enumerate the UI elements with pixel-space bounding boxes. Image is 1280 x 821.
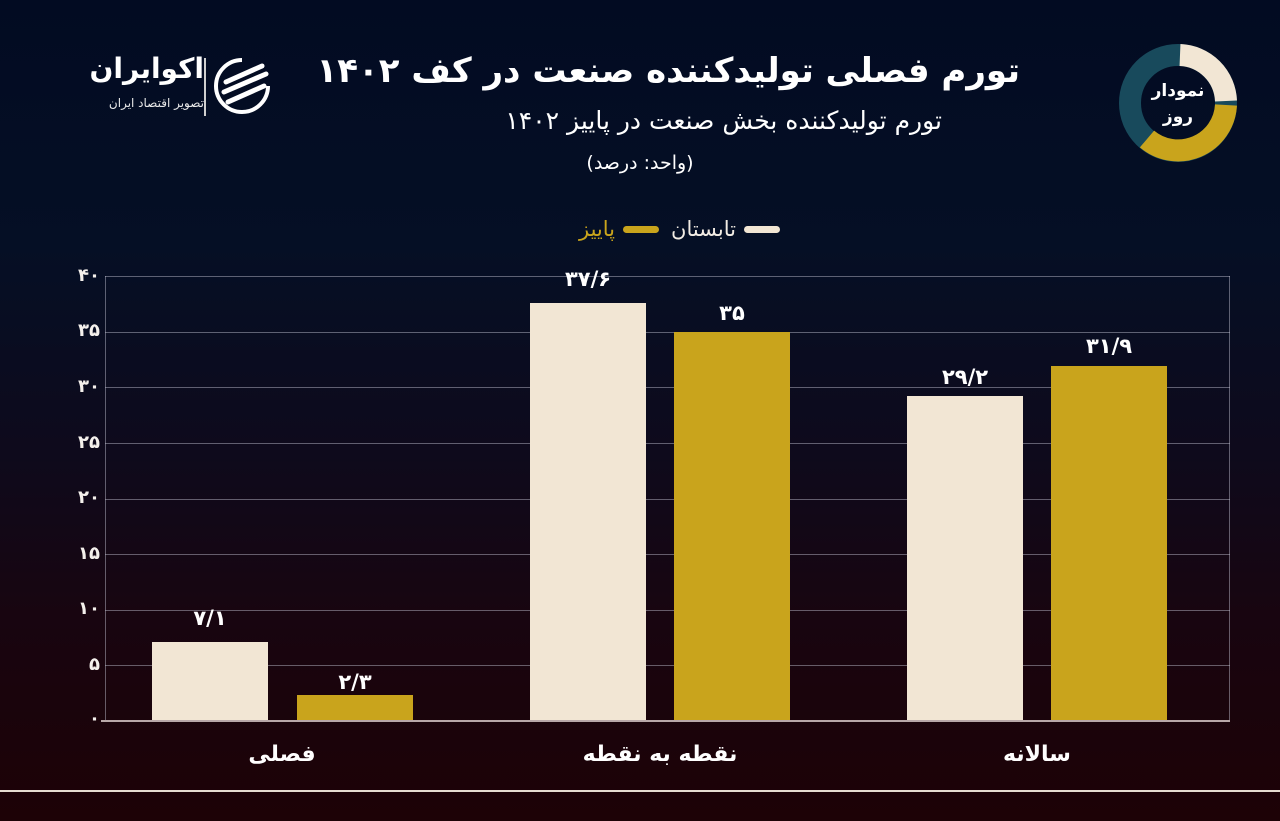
plot-area bbox=[101, 276, 1230, 722]
legend: تابستان پاییز bbox=[530, 214, 780, 244]
value-label: ۳۵ bbox=[719, 301, 745, 325]
badge-line2: روز bbox=[1162, 107, 1194, 127]
gridline bbox=[105, 331, 1230, 333]
bar-autumn-point-to-point bbox=[674, 331, 790, 721]
gridline bbox=[105, 665, 1230, 667]
gridline bbox=[105, 276, 1230, 277]
unit-label: (واحد: درصد) bbox=[586, 152, 694, 174]
right-border-line bbox=[1229, 276, 1230, 721]
y-tick: ۴۰ bbox=[78, 265, 100, 286]
gridline bbox=[105, 609, 1230, 611]
y-tick: ۱۰ bbox=[78, 598, 100, 619]
logo-divider bbox=[204, 58, 206, 116]
bar-summer-seasonal bbox=[152, 642, 268, 721]
y-tick: ۲۵ bbox=[78, 432, 100, 453]
badge-line1: نمودار bbox=[1151, 81, 1205, 101]
brand-logo: اکوایران تصویر اقتصاد ایران bbox=[52, 52, 282, 122]
value-label: ۲/۳ bbox=[338, 670, 372, 694]
footer-divider bbox=[0, 790, 1280, 792]
donut-badge-icon bbox=[1119, 44, 1237, 162]
category-label: نقطه به نقطه bbox=[582, 742, 738, 767]
gridline bbox=[105, 498, 1230, 500]
gridline bbox=[105, 387, 1230, 389]
y-tick: ۰ bbox=[89, 708, 100, 729]
brand-tagline: تصویر اقتصاد ایران bbox=[108, 96, 204, 110]
brand-name: اکوایران bbox=[89, 52, 204, 85]
value-label: ۳۱/۹ bbox=[1085, 334, 1133, 358]
legend-item-autumn: پاییز bbox=[579, 217, 660, 241]
value-label: ۷/۱ bbox=[193, 606, 227, 630]
y-tick: ۱۵ bbox=[78, 543, 100, 564]
y-axis-line bbox=[105, 276, 106, 721]
y-tick: ۳۵ bbox=[78, 320, 100, 341]
legend-swatch-autumn bbox=[623, 225, 660, 233]
bar-autumn-annual bbox=[1051, 366, 1167, 721]
ecoiran-logo-icon bbox=[214, 58, 270, 114]
legend-label-autumn: پاییز bbox=[579, 217, 616, 241]
category-label: سالانه bbox=[1003, 742, 1071, 767]
y-tick: ۵ bbox=[89, 654, 100, 675]
gridline bbox=[105, 442, 1230, 444]
bar-summer-point-to-point bbox=[530, 302, 646, 721]
value-label: ۳۷/۶ bbox=[564, 267, 612, 291]
y-tick: ۳۰ bbox=[78, 376, 100, 397]
category-label: فصلی bbox=[248, 742, 316, 767]
legend-swatch-summer bbox=[744, 225, 780, 233]
legend-item-summer: تابستان bbox=[671, 217, 780, 241]
chart-of-day-badge: نمودار روز bbox=[1117, 42, 1239, 164]
legend-label-summer: تابستان bbox=[671, 217, 736, 241]
y-tick: ۲۰ bbox=[78, 487, 100, 508]
bar-autumn-seasonal bbox=[297, 695, 413, 721]
x-axis-baseline bbox=[101, 720, 1230, 722]
chart-title: تورم فصلی تولیدکننده صنعت در کف ۱۴۰۲ bbox=[316, 51, 1020, 91]
chart-subtitle: تورم تولیدکننده بخش صنعت در پاییز ۱۴۰۲ bbox=[505, 106, 942, 135]
value-label: ۲۹/۲ bbox=[941, 365, 989, 389]
bar-summer-annual bbox=[907, 396, 1023, 721]
badge-text: نمودار روز bbox=[1117, 78, 1239, 130]
gridline bbox=[105, 554, 1230, 556]
